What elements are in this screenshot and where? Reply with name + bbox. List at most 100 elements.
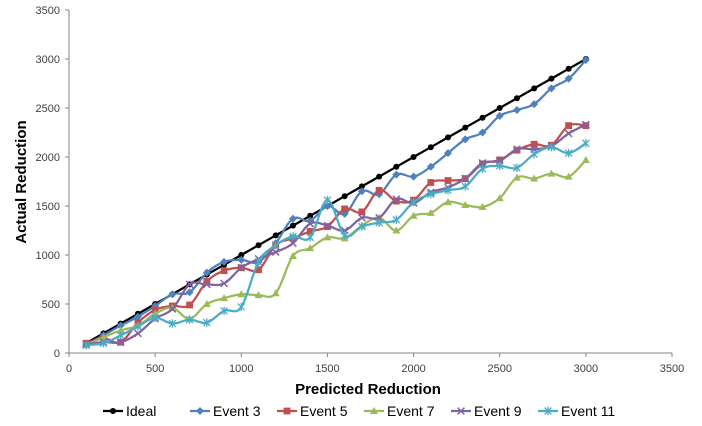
series-line-event-7 xyxy=(85,159,587,347)
data-point-event-7 xyxy=(323,233,332,241)
data-point-event-11 xyxy=(271,241,280,250)
data-point-event-11 xyxy=(478,164,487,173)
x-tick-label: 1000 xyxy=(229,363,253,375)
data-point-event-11 xyxy=(461,182,470,191)
data-point-event-11 xyxy=(409,197,418,207)
x-axis-title: Predicted Reduction xyxy=(295,381,441,398)
data-point-event-5 xyxy=(444,177,452,184)
data-point-event-7 xyxy=(202,300,211,307)
data-point-event-7 xyxy=(478,202,487,210)
data-point-event-9 xyxy=(289,239,297,248)
data-point-ideal xyxy=(341,193,348,200)
y-tick-label: 2500 xyxy=(36,103,60,115)
data-point-event-9 xyxy=(271,248,280,256)
x-tick-label: 2000 xyxy=(401,363,425,375)
legend-item-event-11: Event 11 xyxy=(538,403,615,419)
legend-label: Event 3 xyxy=(213,403,261,419)
legend-swatch-marker xyxy=(110,408,116,414)
data-point-event-11 xyxy=(134,322,142,331)
data-point-event-5 xyxy=(392,197,400,205)
data-point-event-11 xyxy=(323,195,332,205)
data-point-event-11 xyxy=(306,233,315,242)
data-point-ideal xyxy=(445,134,452,141)
data-point-event-11 xyxy=(581,139,590,148)
data-point-event-11 xyxy=(564,148,573,158)
y-tick-label: 1000 xyxy=(36,250,60,262)
data-point-event-7 xyxy=(409,211,418,219)
data-point-event-7 xyxy=(547,169,556,177)
data-point-event-5 xyxy=(220,267,228,275)
data-point-event-3 xyxy=(530,100,539,109)
data-point-event-11 xyxy=(530,149,539,159)
data-point-ideal xyxy=(393,163,400,170)
data-point-event-11 xyxy=(151,313,160,322)
data-point-event-7 xyxy=(444,198,453,206)
y-tick-label: 2000 xyxy=(36,152,60,164)
data-point-event-5 xyxy=(255,266,262,274)
data-point-event-9 xyxy=(306,219,315,228)
x-tick-label: 3000 xyxy=(574,363,598,375)
series-event-3 xyxy=(82,55,590,349)
data-point-event-3 xyxy=(392,170,401,179)
data-point-event-5 xyxy=(186,301,193,309)
data-point-event-5 xyxy=(358,208,366,216)
data-point-event-3 xyxy=(357,187,366,196)
data-point-event-9 xyxy=(185,280,194,289)
legend: Ideal Event 3 Event 5 Event 7 Event 9 Event 1… xyxy=(103,403,615,419)
legend-label: Ideal xyxy=(126,403,156,419)
data-point-event-9 xyxy=(168,304,177,313)
legend-swatch-marker xyxy=(370,407,378,414)
data-point-ideal xyxy=(548,75,555,82)
x-tick-label: 3500 xyxy=(660,363,684,375)
data-point-event-11 xyxy=(513,163,521,172)
data-point-event-11 xyxy=(237,302,246,312)
data-point-event-7 xyxy=(564,172,573,180)
data-point-event-7 xyxy=(116,326,125,334)
data-point-event-11 xyxy=(220,306,228,316)
data-point-event-9 xyxy=(478,158,487,167)
data-point-event-3 xyxy=(133,312,142,321)
legend-label: Event 7 xyxy=(387,403,435,419)
x-tick-label: 0 xyxy=(66,363,72,375)
data-point-event-9 xyxy=(564,129,573,138)
data-point-event-3 xyxy=(288,214,297,223)
legend-swatch-marker xyxy=(283,407,291,415)
series-line-event-11 xyxy=(86,142,587,347)
data-point-event-7 xyxy=(237,290,246,298)
data-point-event-11 xyxy=(392,215,401,224)
data-point-event-3 xyxy=(116,321,125,330)
data-point-event-9 xyxy=(220,279,228,288)
data-point-event-7 xyxy=(392,226,401,234)
data-point-event-11 xyxy=(82,340,91,350)
data-point-event-5 xyxy=(565,122,573,130)
data-point-event-3 xyxy=(185,288,194,297)
series-event-7 xyxy=(82,155,590,349)
data-point-event-7 xyxy=(581,155,590,163)
data-point-event-11 xyxy=(444,186,452,195)
y-tick-label: 1500 xyxy=(36,201,60,213)
data-point-event-7 xyxy=(271,289,280,297)
data-point-event-9 xyxy=(202,280,211,289)
y-tick-label: 0 xyxy=(54,348,60,360)
data-point-ideal xyxy=(358,183,365,190)
data-point-event-9 xyxy=(116,338,125,347)
data-point-ideal xyxy=(410,154,417,160)
data-point-event-3 xyxy=(202,268,211,277)
data-point-event-7 xyxy=(220,294,229,302)
data-point-event-3 xyxy=(564,74,573,83)
data-point-event-11 xyxy=(340,231,349,240)
x-tick-label: 1500 xyxy=(315,363,339,375)
data-point-event-11 xyxy=(426,190,435,199)
data-point-ideal xyxy=(427,144,434,151)
legend-swatch-marker xyxy=(196,407,204,415)
data-point-event-7 xyxy=(306,244,315,252)
data-point-event-3 xyxy=(461,135,470,144)
series-event-9 xyxy=(82,120,590,349)
data-point-ideal xyxy=(272,232,279,239)
data-point-event-9 xyxy=(513,145,521,154)
data-point-event-5 xyxy=(375,186,383,194)
data-point-event-9 xyxy=(133,329,142,338)
x-tick-label: 2500 xyxy=(487,363,511,375)
